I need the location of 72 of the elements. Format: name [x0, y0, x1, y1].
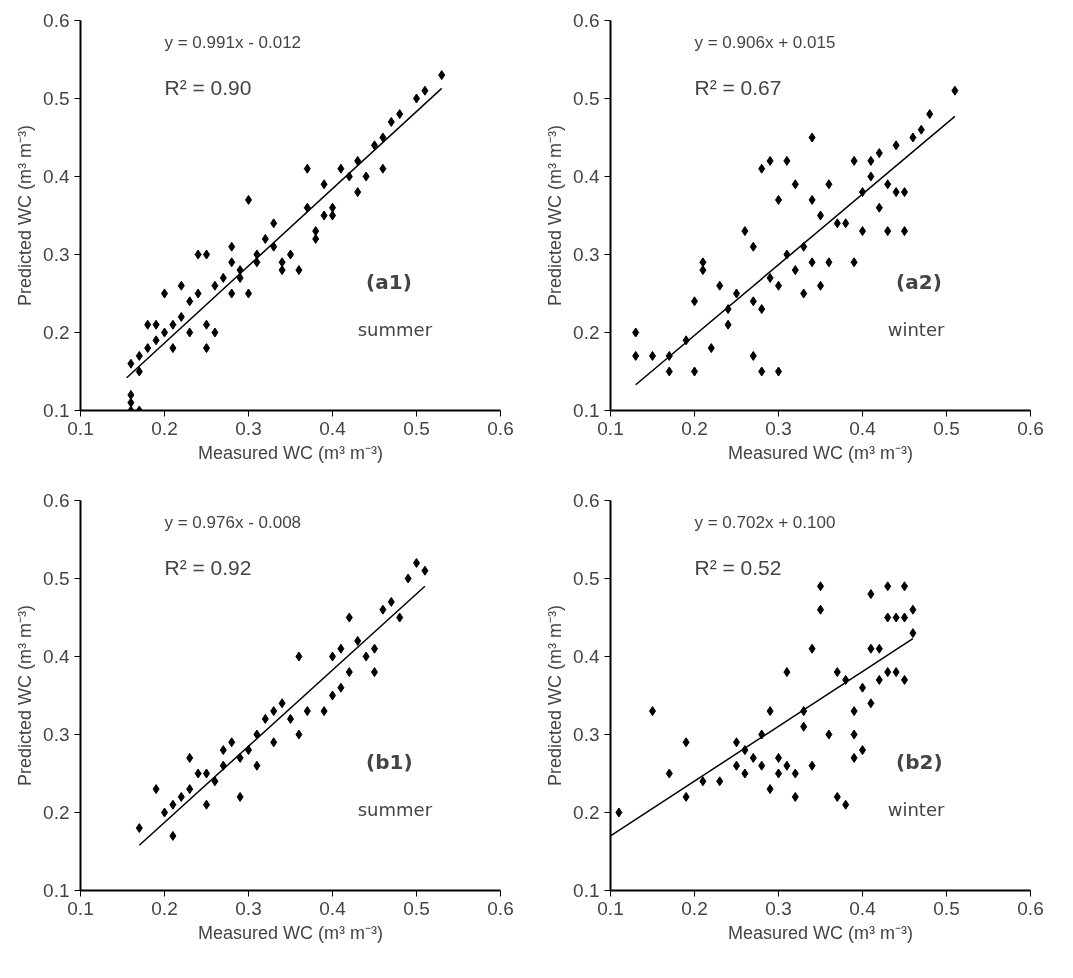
x-axis-title: Measured WC (m³ m⁻³)	[728, 922, 913, 943]
annotation: (a1)	[366, 269, 412, 294]
annotation: y = 0.702x + 0.100	[694, 512, 836, 532]
annotation: R² = 0.67	[694, 75, 782, 99]
annotation: summer	[357, 799, 433, 821]
x-tick-label: 0.6	[1017, 897, 1044, 919]
x-axis-title: Measured WC (m³ m⁻³)	[198, 442, 383, 463]
y-tick-label: 0.5	[43, 88, 70, 109]
x-tick-label: 0.5	[933, 897, 960, 919]
y-tick-label: 0.3	[573, 244, 600, 265]
annotation: y = 0.991x - 0.012	[164, 32, 302, 52]
annotation: (b1)	[366, 749, 413, 774]
x-tick-label: 0.2	[151, 897, 178, 919]
x-tick-label: 0.5	[403, 417, 430, 439]
annotation: R² = 0.92	[164, 555, 252, 579]
annotation: summer	[357, 319, 433, 341]
y-tick-label: 0.6	[573, 10, 600, 31]
y-tick-label: 0.2	[43, 322, 70, 343]
y-tick-label: 0.2	[573, 802, 600, 823]
x-tick-label: 0.3	[765, 417, 792, 439]
x-tick-label: 0.2	[151, 417, 178, 439]
x-tick-label: 0.3	[235, 897, 262, 919]
x-axis-title: Measured WC (m³ m⁻³)	[198, 922, 383, 943]
annotation: y = 0.976x - 0.008	[164, 512, 302, 532]
x-tick-label: 0.4	[319, 417, 347, 439]
x-tick-label: 0.3	[235, 417, 262, 439]
annotation: winter	[887, 319, 945, 341]
x-tick-label: 0.5	[403, 897, 430, 919]
y-tick-label: 0.4	[43, 166, 70, 187]
y-tick-label: 0.6	[573, 490, 600, 511]
y-tick-label: 0.2	[43, 802, 70, 823]
annotation: (a2)	[896, 269, 942, 294]
y-axis-title: Predicted WC (m³ m⁻³)	[545, 605, 566, 786]
x-tick-label: 0.5	[933, 417, 960, 439]
annotation: R² = 0.52	[694, 555, 782, 579]
annotation: winter	[887, 799, 945, 821]
y-tick-label: 0.2	[573, 322, 600, 343]
annotation: (b2)	[896, 749, 943, 774]
x-tick-label: 0.4	[319, 897, 347, 919]
y-tick-label: 0.3	[573, 724, 600, 745]
x-tick-label: 0.3	[765, 897, 792, 919]
x-tick-label: 0.6	[1017, 417, 1044, 439]
y-tick-label: 0.4	[43, 646, 70, 667]
y-tick-label: 0.4	[573, 646, 600, 667]
y-tick-label: 0.1	[43, 880, 70, 901]
x-tick-label: 0.4	[849, 417, 877, 439]
annotation: y = 0.906x + 0.015	[694, 32, 836, 52]
y-tick-label: 0.1	[573, 880, 600, 901]
x-tick-label: 0.2	[681, 897, 708, 919]
y-axis-title: Predicted WC (m³ m⁻³)	[15, 125, 36, 306]
y-tick-label: 0.1	[43, 400, 70, 421]
x-axis-title: Measured WC (m³ m⁻³)	[728, 442, 913, 463]
y-tick-label: 0.4	[573, 166, 600, 187]
x-tick-label: 0.2	[681, 417, 708, 439]
x-tick-label: 0.1	[597, 417, 624, 439]
y-tick-label: 0.3	[43, 244, 70, 265]
x-tick-label: 0.4	[849, 897, 877, 919]
y-tick-label: 0.6	[43, 10, 70, 31]
annotation: R² = 0.90	[164, 75, 252, 99]
y-tick-label: 0.6	[43, 490, 70, 511]
y-tick-label: 0.1	[573, 400, 600, 421]
x-tick-label: 0.1	[67, 417, 94, 439]
x-tick-label: 0.6	[487, 897, 514, 919]
x-tick-label: 0.1	[67, 897, 94, 919]
y-axis-title: Predicted WC (m³ m⁻³)	[545, 125, 566, 306]
y-tick-label: 0.5	[573, 88, 600, 109]
y-axis-title: Predicted WC (m³ m⁻³)	[15, 605, 36, 786]
y-tick-label: 0.3	[43, 724, 70, 745]
y-tick-label: 0.5	[43, 568, 70, 589]
x-tick-label: 0.6	[487, 417, 514, 439]
x-tick-label: 0.1	[597, 897, 624, 919]
y-tick-label: 0.5	[573, 568, 600, 589]
